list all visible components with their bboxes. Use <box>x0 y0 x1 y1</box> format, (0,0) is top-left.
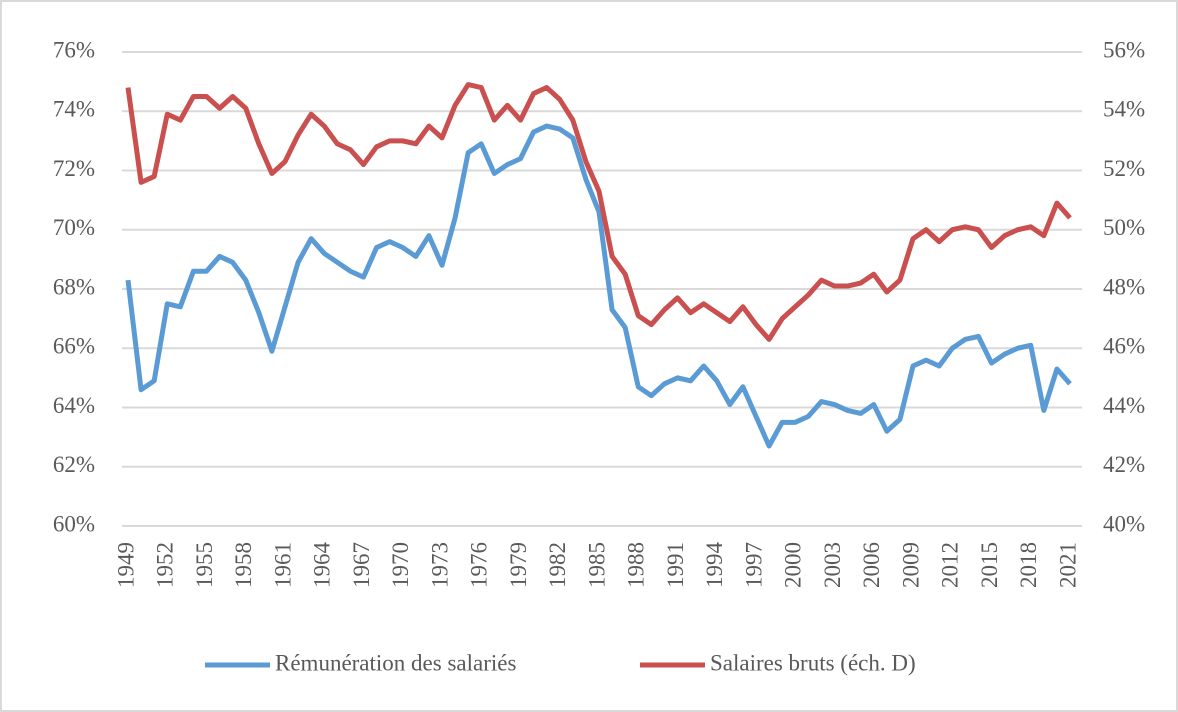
y-tick-label: 64% <box>53 393 95 418</box>
y2-tick-label: 54% <box>1103 97 1145 122</box>
x-tick-label: 1967 <box>349 542 374 588</box>
x-tick-label: 2015 <box>977 542 1002 588</box>
x-tick-label: 1958 <box>231 542 256 588</box>
y-tick-label: 66% <box>53 334 95 359</box>
x-tick-label: 1991 <box>663 542 688 588</box>
y2-tick-label: 50% <box>1103 215 1145 240</box>
x-tick-label: 1982 <box>545 542 570 588</box>
y2-tick-label: 40% <box>1103 511 1145 536</box>
x-tick-label: 2021 <box>1055 542 1080 588</box>
y-tick-label: 60% <box>53 511 95 536</box>
y2-tick-label: 56% <box>1103 37 1145 62</box>
y-tick-label: 76% <box>53 37 95 62</box>
x-tick-label: 1994 <box>702 542 727 589</box>
y2-tick-label: 42% <box>1103 452 1145 477</box>
y-tick-label: 68% <box>53 274 95 299</box>
y-tick-label: 70% <box>53 215 95 240</box>
x-tick-label: 1949 <box>113 542 138 588</box>
y2-tick-label: 46% <box>1103 334 1145 359</box>
y2-tick-label: 44% <box>1103 393 1145 418</box>
x-tick-label: 1964 <box>310 542 335 589</box>
x-tick-label: 2000 <box>781 542 806 588</box>
legend-label: Rémunération des salariés <box>275 650 516 675</box>
x-tick-label: 1952 <box>153 542 178 588</box>
x-tick-label: 1988 <box>624 542 649 588</box>
x-tick-label: 2006 <box>859 542 884 588</box>
x-tick-label: 2009 <box>898 542 923 588</box>
x-tick-label: 2018 <box>1016 542 1041 588</box>
x-tick-label: 1973 <box>427 542 452 588</box>
legend-label: Salaires bruts (éch. D) <box>710 650 916 675</box>
y2-tick-label: 48% <box>1103 274 1145 299</box>
x-tick-label: 2003 <box>820 542 845 588</box>
x-tick-label: 1961 <box>270 542 295 588</box>
line-series <box>125 82 1072 342</box>
line-series <box>125 123 1072 449</box>
x-tick-label: 1985 <box>584 542 609 588</box>
y2-tick-label: 52% <box>1103 156 1145 181</box>
x-tick-label: 1970 <box>388 542 413 588</box>
x-tick-label: 1979 <box>506 542 531 588</box>
y-tick-label: 62% <box>53 452 95 477</box>
x-tick-label: 1955 <box>192 542 217 588</box>
x-tick-label: 1997 <box>741 542 766 588</box>
x-tick-label: 2012 <box>938 542 963 588</box>
y-tick-label: 74% <box>53 97 95 122</box>
y-tick-label: 72% <box>53 156 95 181</box>
x-tick-label: 1976 <box>467 542 492 588</box>
